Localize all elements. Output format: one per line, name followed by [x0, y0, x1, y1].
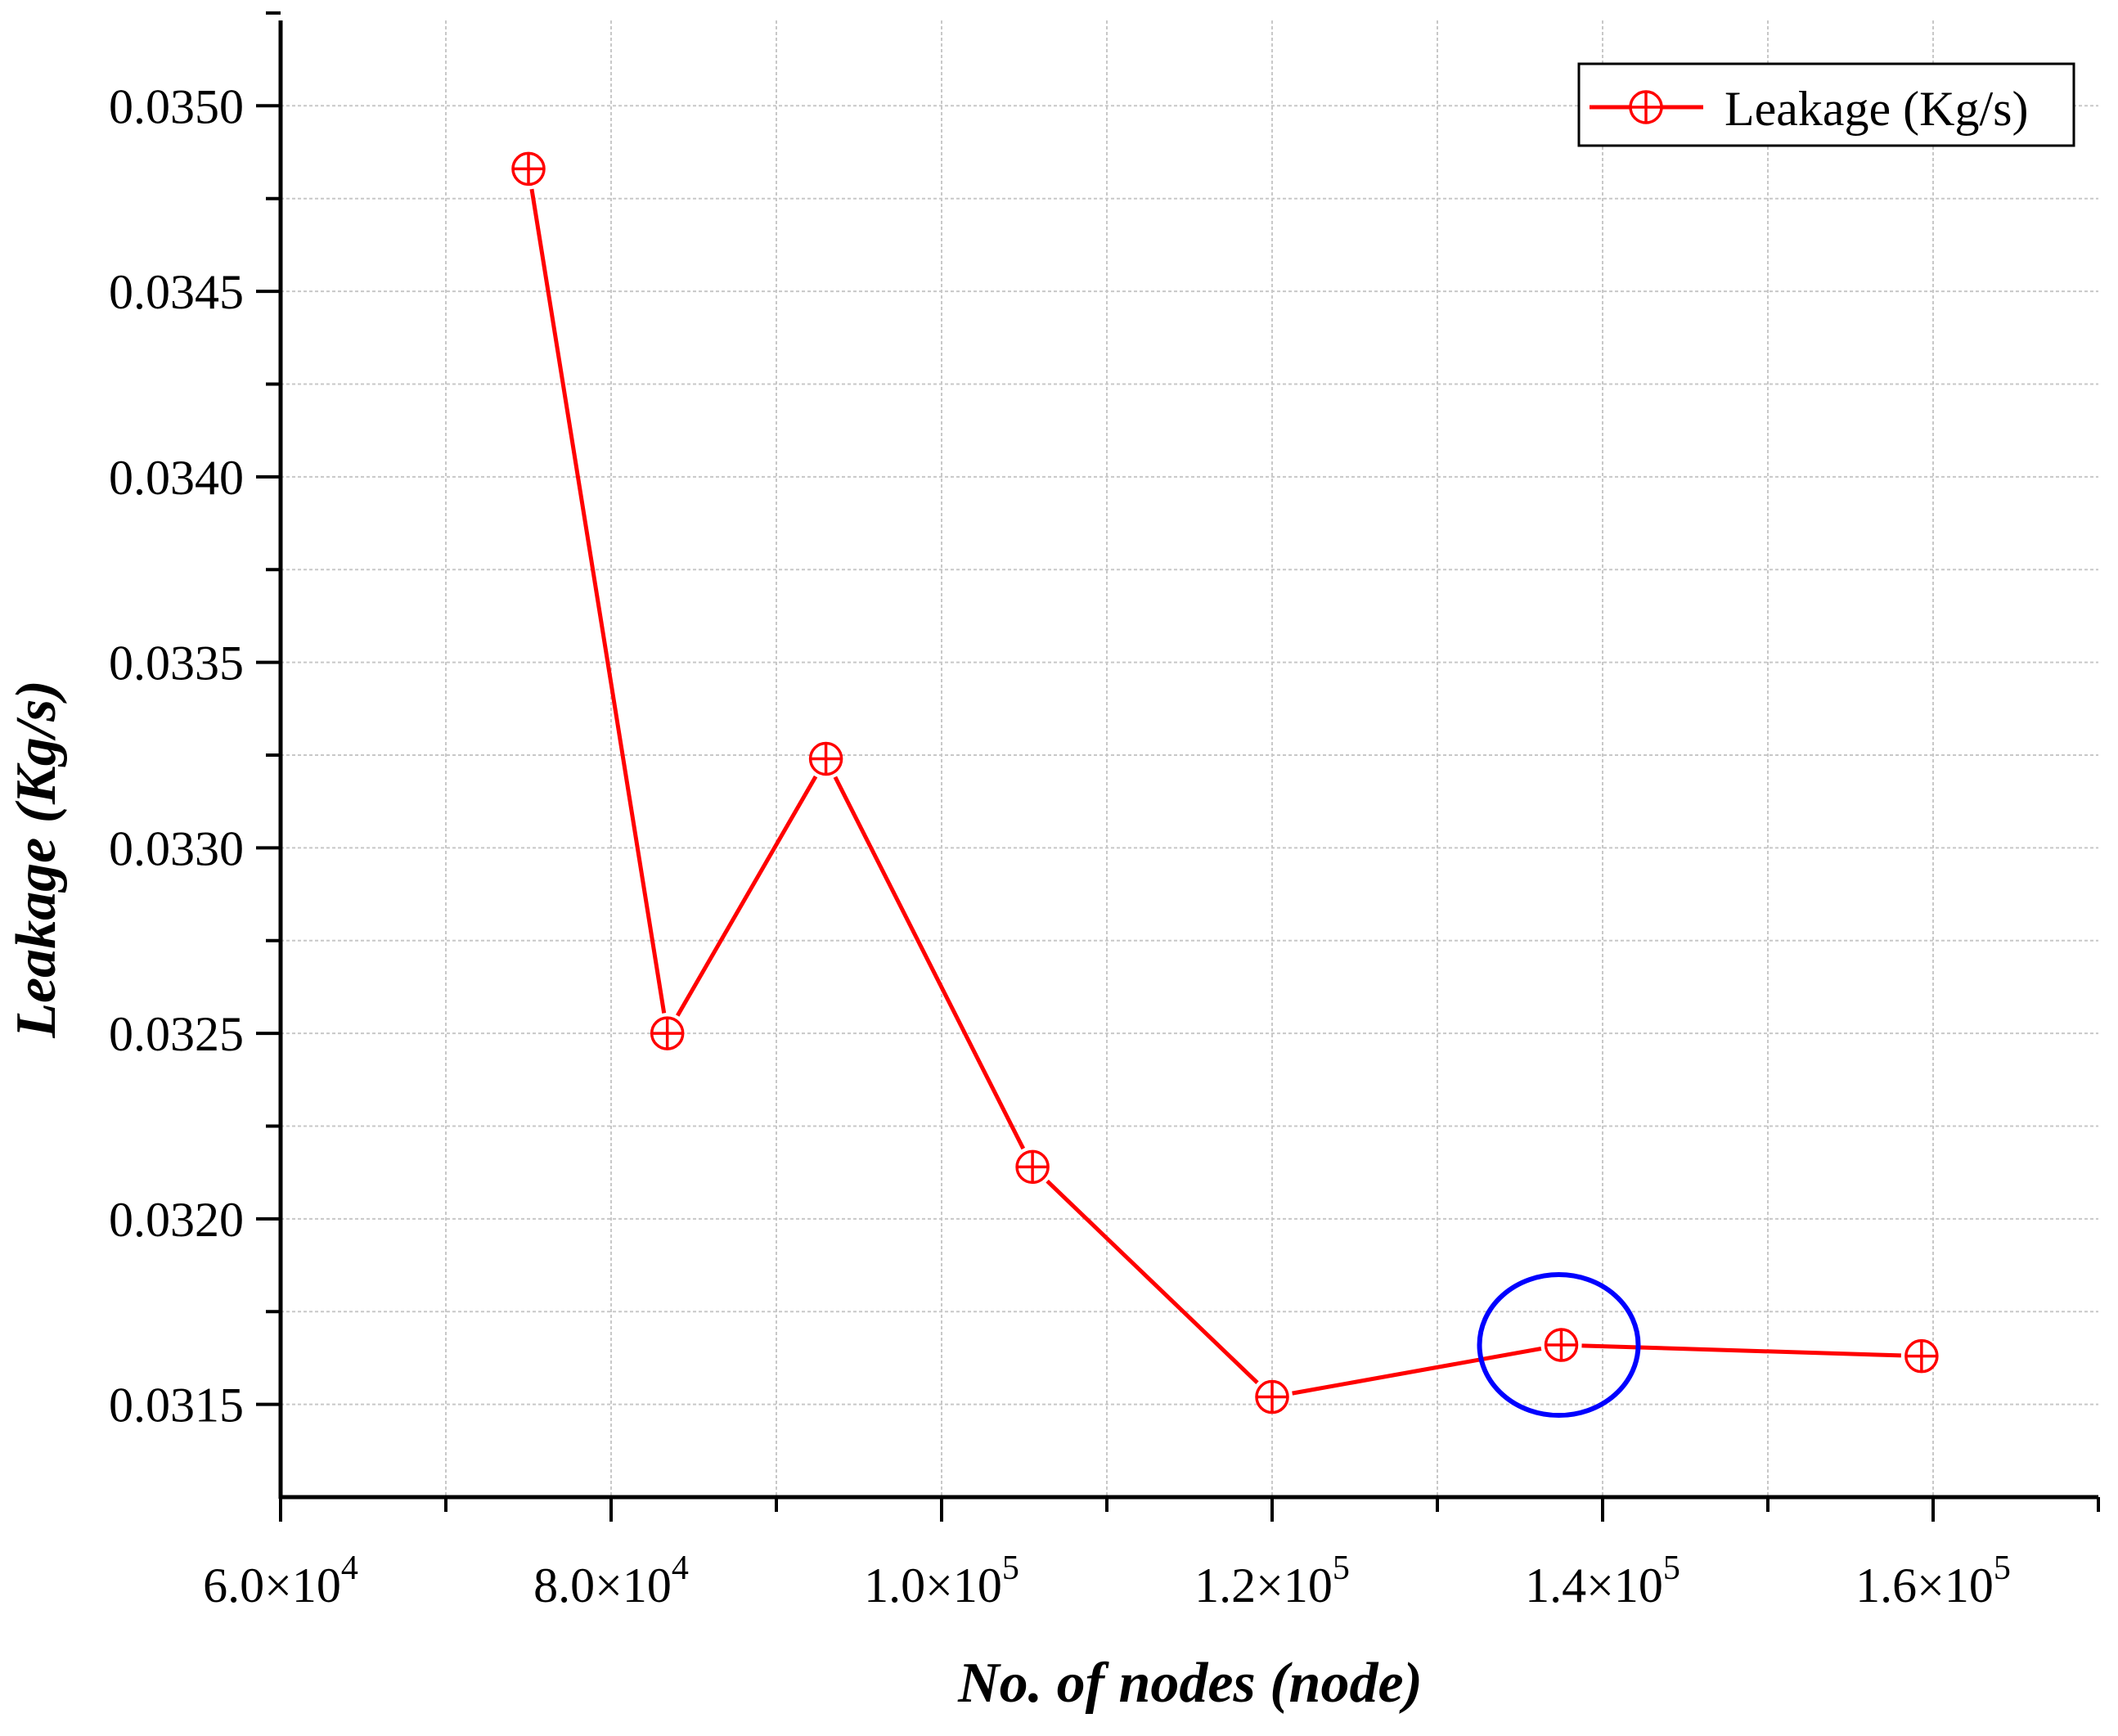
y-tick-label: 0.0320	[109, 1193, 244, 1247]
data-point-marker	[650, 1016, 685, 1050]
y-tick-label: 0.0350	[109, 79, 244, 133]
data-point-marker	[1255, 1379, 1289, 1414]
x-tick-label: 1.2×105	[1194, 1549, 1350, 1612]
y-tick-label: 0.0315	[109, 1378, 244, 1432]
y-axis-title: Leakage (Kg/s)	[5, 680, 68, 1038]
x-tick-label: 1.4×105	[1525, 1549, 1680, 1612]
series-line-segment	[676, 775, 818, 1017]
data-point-marker	[1015, 1149, 1050, 1185]
series-line-segment	[1046, 1179, 1259, 1385]
legend-label: Leakage (Kg/s)	[1725, 82, 2028, 136]
legend-marker-icon	[1629, 90, 1663, 124]
y-tick-label: 0.0325	[109, 1007, 244, 1061]
series-line-segment	[1292, 1347, 1542, 1396]
highlight-ellipse	[1477, 1272, 1641, 1419]
x-tick-label: 1.6×105	[1855, 1549, 2011, 1612]
tick-labels: 0.0315 0.0320 0.0325 0.0330 0.0335 0.0340 0.03…	[109, 79, 2011, 1612]
series-layer	[511, 151, 1939, 1414]
legend: Leakage (Kg/s)	[1577, 62, 2075, 147]
grid-lines	[281, 20, 2098, 1497]
annotation-layer	[1477, 1272, 1641, 1419]
x-tick-label: 1.0×105	[864, 1549, 1019, 1612]
legend-marker	[1629, 90, 1663, 124]
y-tick-label: 0.0335	[109, 636, 244, 690]
series-line-segment	[833, 776, 1026, 1150]
x-tick-label: 6.0×104	[203, 1549, 358, 1612]
axis-ticks	[256, 11, 2100, 1522]
data-point-marker	[1544, 1328, 1579, 1362]
x-tick-label: 8.0×104	[533, 1549, 689, 1612]
plot-frame	[278, 20, 2098, 1500]
data-point-marker	[808, 741, 843, 776]
y-tick-label: 0.0330	[109, 821, 244, 875]
y-tick-label: 0.0340	[109, 451, 244, 505]
x-axis-title: No. of nodes (node)	[957, 1652, 1423, 1715]
series-line-segment	[529, 188, 667, 1014]
y-tick-label: 0.0345	[109, 265, 244, 319]
data-point-marker	[1904, 1338, 1939, 1374]
data-point-marker	[511, 151, 546, 187]
series-line-segment	[1581, 1343, 1901, 1358]
